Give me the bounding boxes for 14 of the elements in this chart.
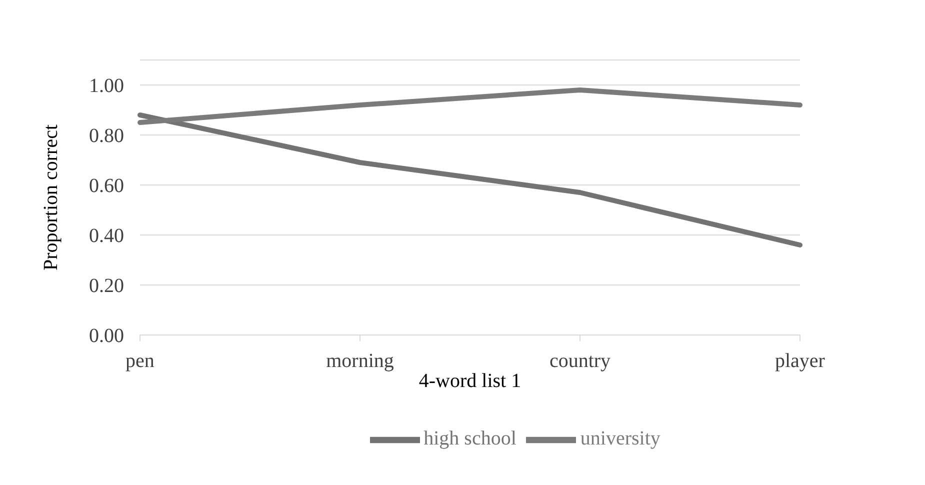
- x-tick-label: pen: [126, 350, 154, 372]
- y-tick-label: 0.60: [89, 175, 124, 198]
- legend-label: high school: [424, 428, 516, 450]
- legend-label: university: [580, 428, 660, 450]
- y-tick-label: 0.80: [89, 125, 124, 148]
- x-axis-title: 4-word list 1: [418, 370, 522, 392]
- y-tick-label: 0.20: [89, 275, 124, 298]
- x-tick-label: country: [549, 350, 611, 372]
- x-tick-label: morning: [326, 350, 394, 372]
- x-tick-label: player: [775, 350, 826, 372]
- y-tick-label: 1.00: [89, 75, 124, 98]
- y-tick-label: 0.00: [89, 325, 124, 348]
- y-tick-label: 0.40: [89, 225, 124, 248]
- y-axis-title: Proportion correct: [40, 124, 62, 271]
